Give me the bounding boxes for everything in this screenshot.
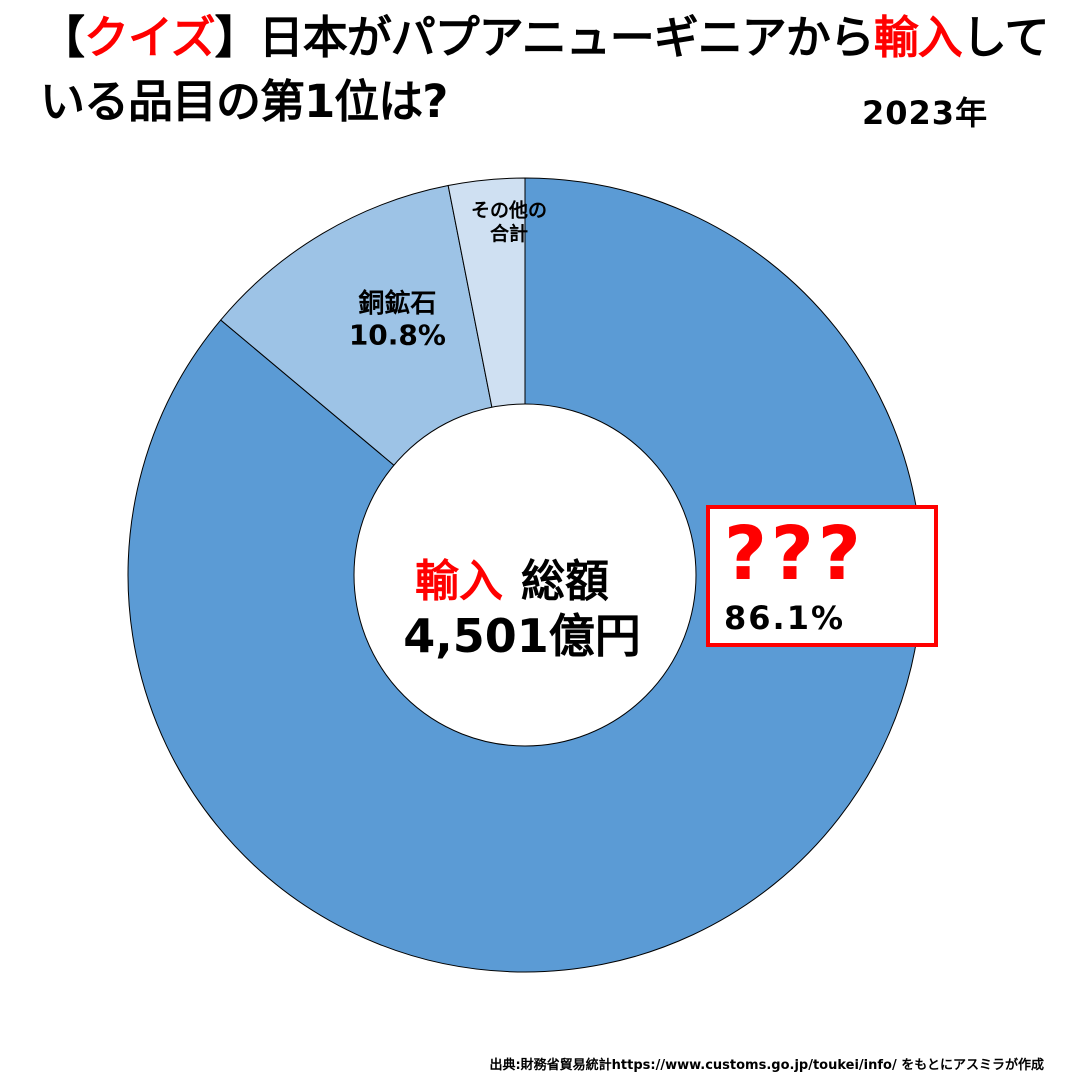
year-label: 2023年 <box>862 94 989 132</box>
title-part2: している品目の第1位は? <box>40 11 1049 128</box>
title-highlight: 輸入 <box>873 11 963 64</box>
title-part1: 日本がパプアニューギニアから <box>258 11 875 64</box>
slice-1 <box>127 177 923 973</box>
answer-percent: 86.1% <box>724 599 846 637</box>
title-bracket-close: 】 <box>214 11 260 64</box>
title-quiz: クイズ <box>84 11 216 64</box>
center-label-black: 総額 <box>521 556 609 607</box>
center-label-red: 輸入 <box>415 556 503 607</box>
answer-box: ??? 86.1% <box>706 505 938 647</box>
slice-label-2: 銅鉱石 10.8% <box>349 288 446 352</box>
slice-labels: 銅鉱石 10.8% その他の合計 <box>349 198 547 351</box>
slice-label-3: その他の合計 <box>471 198 547 245</box>
source-note: 出典:財務省貿易統計https://www.customs.go.jp/touk… <box>489 1058 1044 1073</box>
center-total: 4,501億円 <box>403 609 641 663</box>
answer-question-marks: ??? <box>724 511 865 597</box>
donut-hole <box>353 403 697 747</box>
center-label: 輸入 総額 <box>415 556 609 607</box>
title-bracket-open: 【 <box>40 11 85 64</box>
chart-title: 【クイズ】日本がパプアニューギニアから輸入している品目の第1位は? <box>40 6 1050 134</box>
